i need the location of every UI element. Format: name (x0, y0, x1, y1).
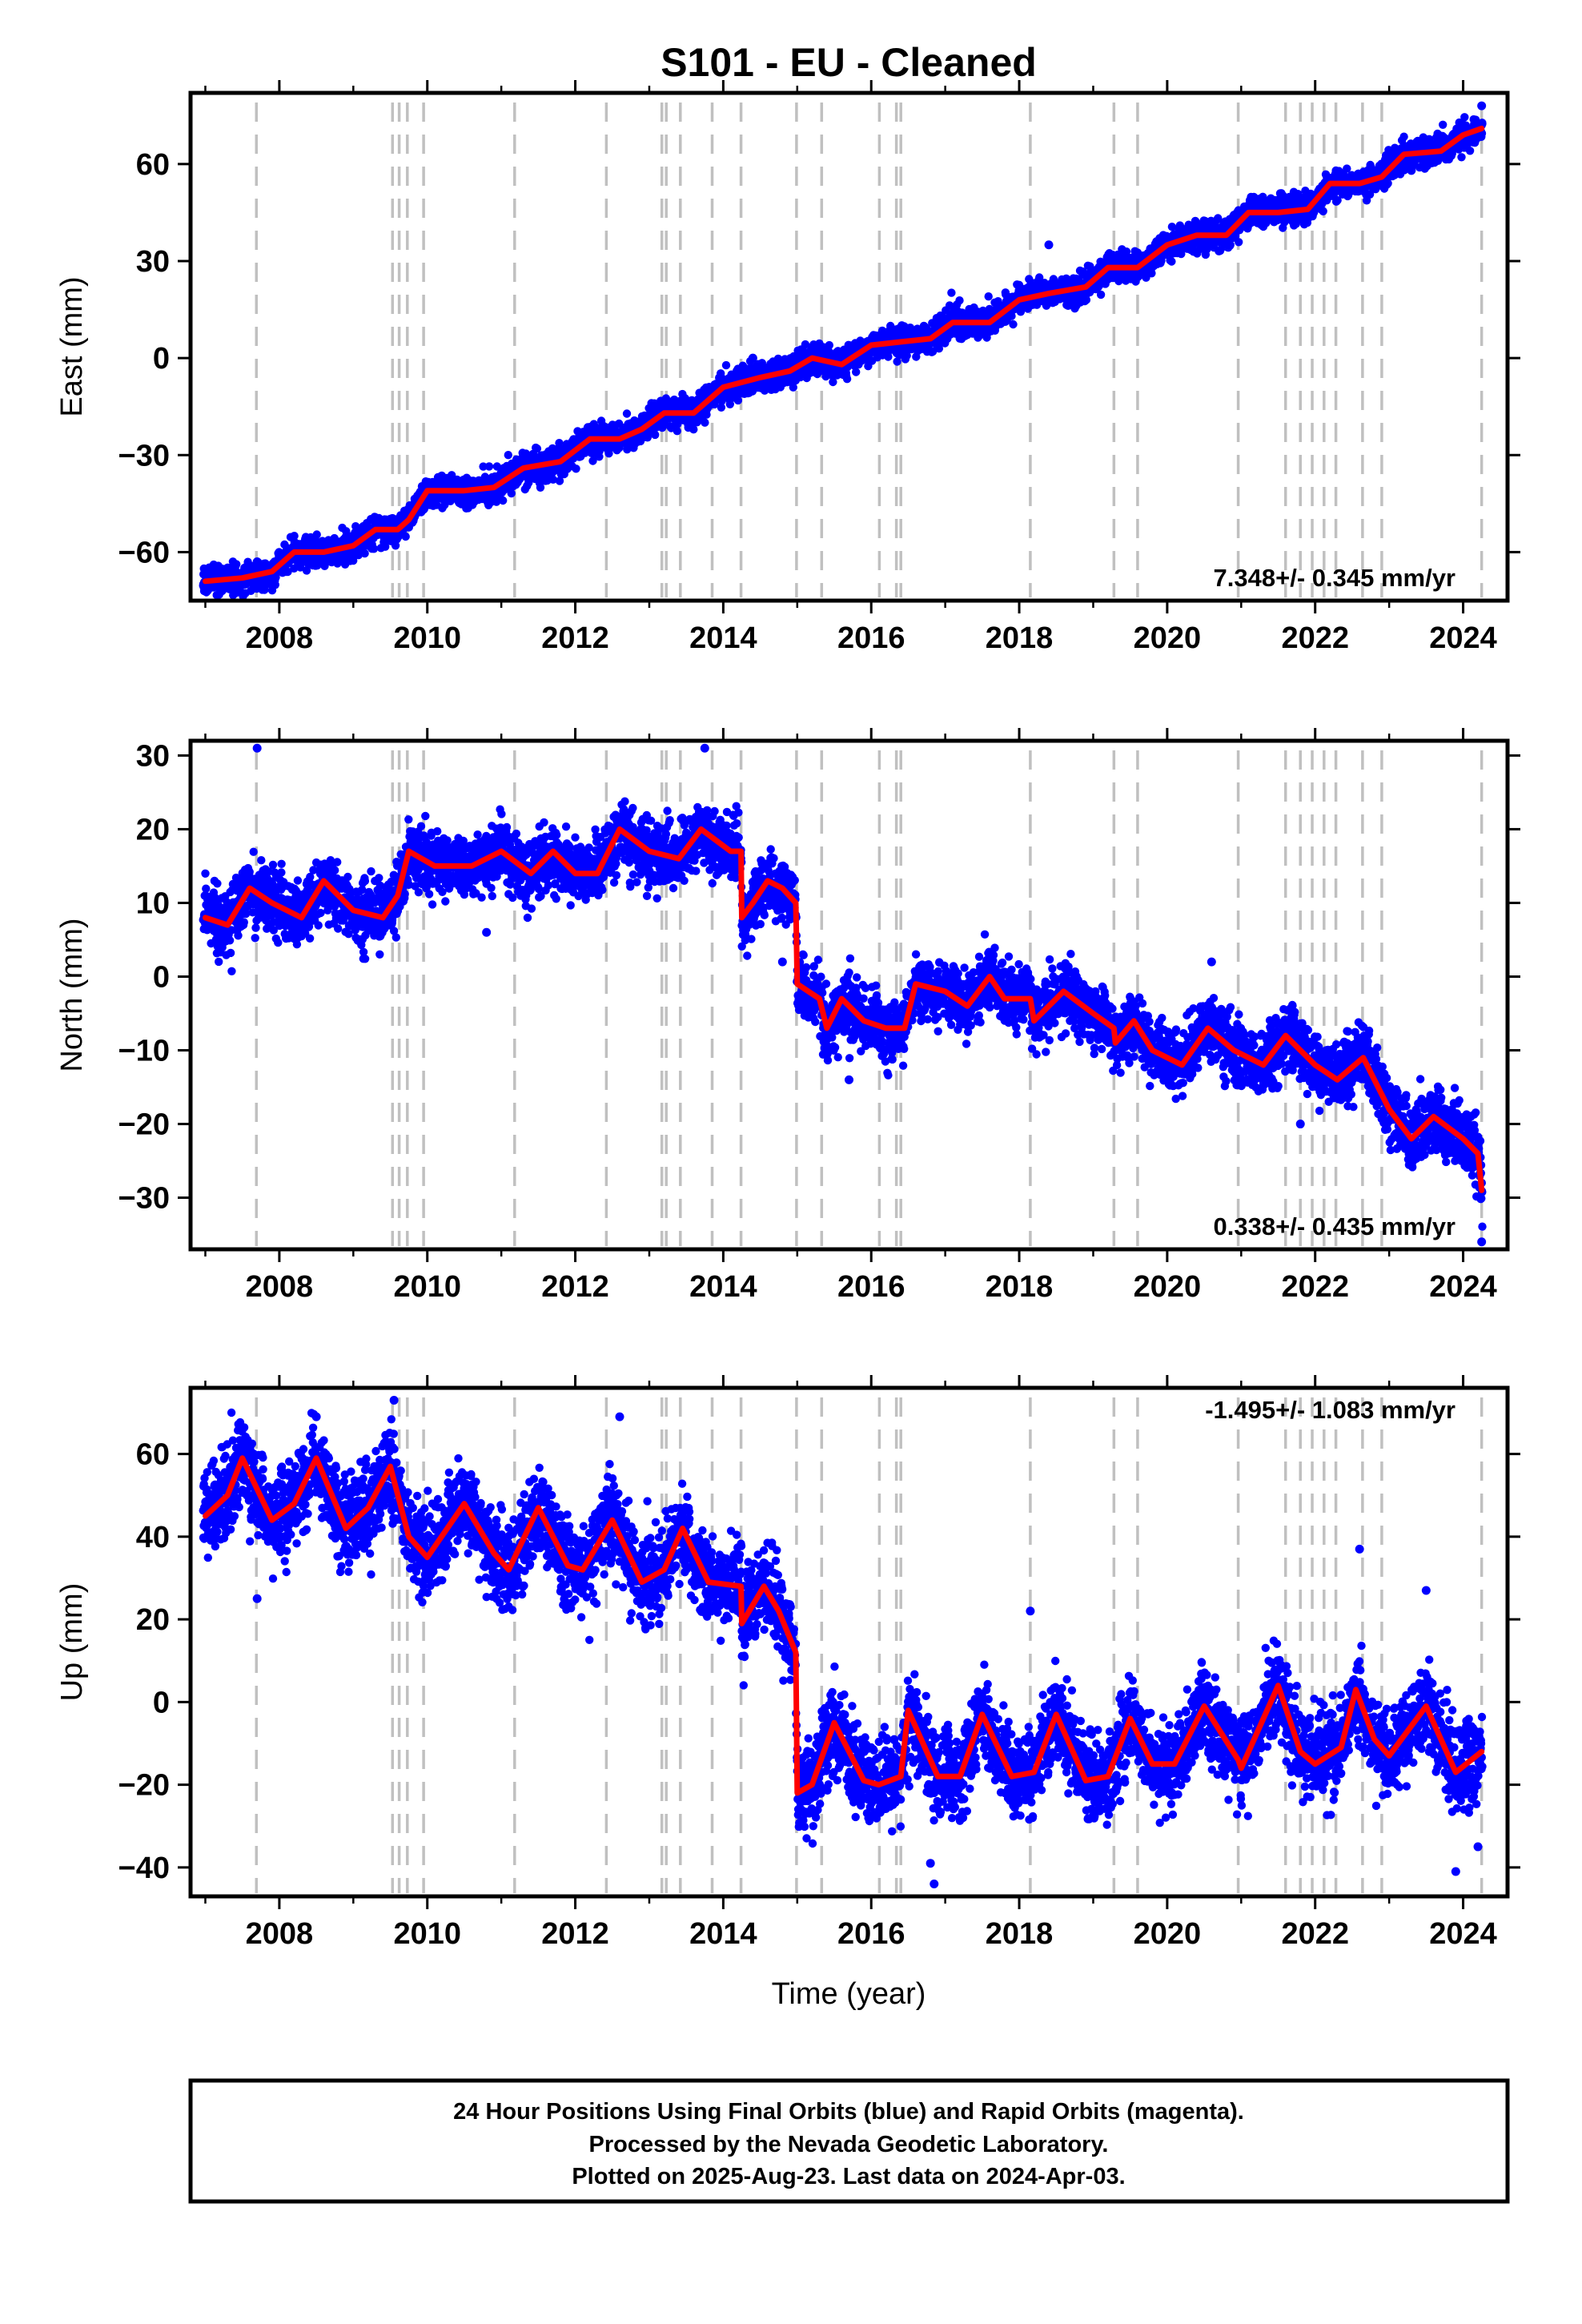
data-point (504, 451, 512, 460)
data-point (548, 475, 558, 484)
figure-title: S101 - EU - Cleaned (661, 40, 1037, 85)
data-point (984, 292, 993, 301)
east-panel: 2008 2010 2012 2014 2016 2018 2020 2022 2024−60−… (55, 80, 1520, 655)
data-point (499, 496, 508, 505)
data-point (928, 347, 938, 356)
data-point (902, 351, 911, 360)
data-point (555, 439, 564, 448)
data-point (651, 430, 660, 440)
data-point (1319, 207, 1327, 215)
data-point (829, 377, 837, 387)
data-point (842, 375, 852, 384)
data-point (401, 532, 410, 541)
data-point (1096, 290, 1106, 300)
data-point (717, 403, 726, 412)
data-point (290, 532, 299, 541)
data-point (1082, 296, 1091, 304)
data-point (320, 561, 329, 570)
data-point (825, 340, 834, 350)
data-point (622, 409, 632, 418)
data-point (381, 542, 390, 551)
data-point (572, 464, 580, 473)
data-point (955, 296, 964, 305)
data-point (733, 396, 743, 405)
data-point (701, 418, 709, 427)
data-point (507, 489, 516, 498)
data-point (893, 357, 901, 366)
data-point (555, 476, 564, 485)
data-point (1147, 269, 1156, 278)
data-point (271, 581, 279, 589)
data-point (588, 456, 597, 465)
data-point (721, 360, 731, 370)
data-point (947, 288, 956, 297)
data-point (536, 483, 545, 492)
data-point (369, 545, 379, 553)
data-point (312, 530, 321, 539)
data-point (884, 352, 893, 361)
data-point (673, 427, 681, 436)
data-point (905, 324, 915, 332)
data-point (492, 462, 501, 471)
data-point (232, 560, 241, 569)
data-point (1167, 257, 1176, 266)
data-point (479, 462, 488, 471)
data-point (1235, 238, 1243, 247)
data-point (1007, 312, 1016, 320)
data-point (391, 541, 400, 550)
data-point (360, 549, 369, 558)
data-point (1009, 320, 1018, 329)
data-point (484, 462, 494, 471)
data-point (689, 425, 698, 434)
data-point (934, 344, 944, 353)
data-point (789, 383, 797, 392)
data-point (532, 444, 542, 453)
data-point (702, 410, 711, 419)
data-point (302, 566, 311, 575)
data-point (283, 567, 292, 577)
data-point (852, 368, 861, 376)
data-point (492, 497, 501, 506)
